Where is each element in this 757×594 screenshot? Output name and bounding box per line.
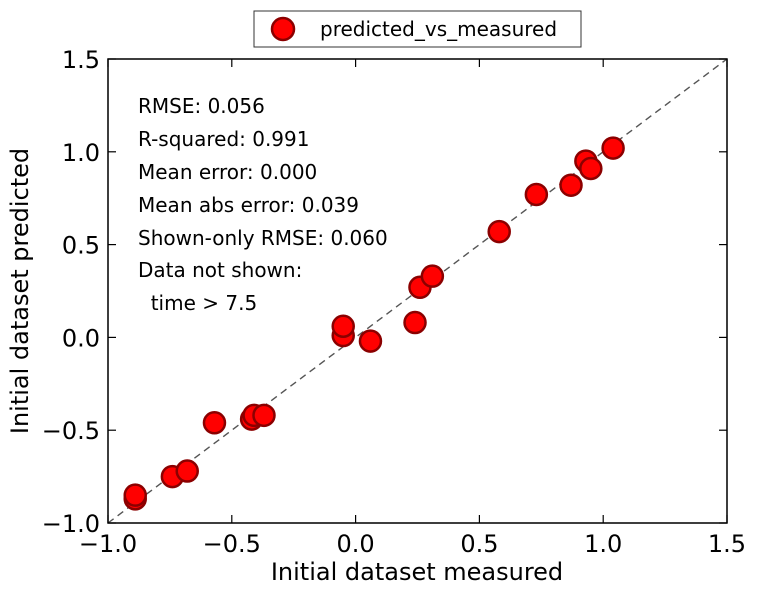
x-tick-label: −0.5 xyxy=(203,530,261,558)
x-tick-label: −1.0 xyxy=(79,530,137,558)
y-tick-label: −0.5 xyxy=(42,417,100,445)
tick-layer: −1.0 −0.5 0.0 0.5 1.0 1.5 −1.0 −0.5 0.0 0.5 1.0 1.5 xyxy=(42,46,746,558)
y-tick-label: 1.0 xyxy=(62,139,100,167)
data-point xyxy=(559,173,583,197)
annotation-data-not-shown: Data not shown: xyxy=(138,258,302,282)
data-point xyxy=(358,329,383,353)
y-tick-label: 0.0 xyxy=(62,324,100,352)
legend-label: predicted_vs_measured xyxy=(320,17,557,41)
plot-border xyxy=(107,58,728,524)
legend-marker xyxy=(270,16,296,42)
y-tick-label: −1.0 xyxy=(42,510,100,538)
y-axis-label: Initial dataset predicted xyxy=(6,148,34,434)
x-tick-label: 0.5 xyxy=(460,530,498,558)
annotation-rmse: RMSE: 0.056 xyxy=(138,94,265,118)
annotation-shown-only-rmse: Shown-only RMSE: 0.060 xyxy=(138,226,388,250)
annotation-mean-abs-error: Mean abs error: 0.039 xyxy=(138,193,359,217)
y-tick-label: 0.5 xyxy=(62,232,100,260)
data-point xyxy=(601,136,625,160)
data-point xyxy=(420,264,445,288)
annotation-mean-error: Mean error: 0.000 xyxy=(138,160,317,184)
legend: predicted_vs_measured xyxy=(253,10,582,48)
annotation-time-filter: time > 7.5 xyxy=(138,291,257,315)
data-point xyxy=(252,403,276,428)
y-tick-label: 1.5 xyxy=(62,46,100,74)
x-tick-label: 0.0 xyxy=(337,530,375,558)
data-point xyxy=(487,219,511,244)
data-point xyxy=(202,411,227,435)
x-axis-label: Initial dataset measured xyxy=(271,558,563,586)
data-point xyxy=(331,314,355,339)
data-point xyxy=(175,459,199,483)
data-point xyxy=(123,483,147,507)
data-point xyxy=(579,156,603,181)
x-tick-label: 1.0 xyxy=(584,530,622,558)
data-point xyxy=(403,310,427,335)
data-points xyxy=(123,136,625,511)
x-tick-label: 1.5 xyxy=(708,530,746,558)
legend-box xyxy=(253,10,582,48)
stats-annotations: RMSE: 0.056 R-squared: 0.991 Mean error:… xyxy=(138,94,388,315)
annotation-r-squared: R-squared: 0.991 xyxy=(138,127,309,151)
data-point xyxy=(524,182,549,207)
